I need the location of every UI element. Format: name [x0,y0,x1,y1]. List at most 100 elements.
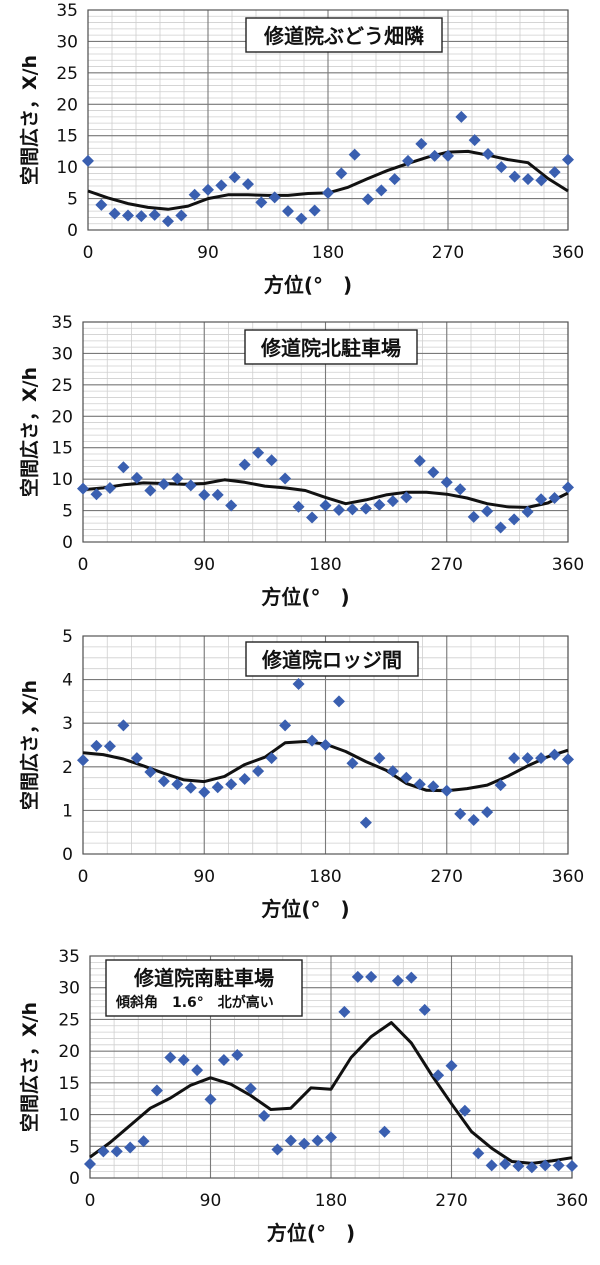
data-point [405,971,418,984]
data-point [386,765,399,778]
data-point [467,510,480,523]
data-point [400,771,413,784]
data-point [468,134,481,147]
title-box [245,641,419,677]
data-point [97,1145,110,1158]
data-point [184,781,197,794]
chart-svg: 0 5 10 15 20 25 30 35 0 90 180 270 360 方位(° ) 空間広さ，X/h… [18,313,584,609]
data-point [548,492,561,504]
data-point [373,498,386,511]
data-point [454,807,467,820]
y-tick-label: 30 [51,344,73,364]
data-point [481,505,494,518]
plot-frame [89,955,573,1179]
data-point [552,1159,565,1172]
data-point [244,1082,257,1095]
y-axis-label: 空間広さ，X/h [18,680,41,810]
data-point [535,493,548,506]
data-point [548,748,561,761]
data-point [279,719,292,732]
data-point [325,1131,337,1144]
data-point [413,454,426,467]
title-box [244,329,418,365]
y-tick-label: 15 [56,127,78,147]
y-tick-label: 5 [67,190,78,210]
data-point [271,1143,284,1156]
data-point [454,483,467,496]
data-point [499,1158,512,1171]
chart-subtitle: 傾斜角 1.6° 北が高い [115,994,274,1011]
data-point [144,484,157,497]
data-point [481,806,494,819]
data-point [282,205,294,218]
data-point [90,488,103,501]
x-tick-label: 270 [431,555,463,575]
x-axis-label: 方位(° ) [261,897,349,921]
data-point [351,970,364,983]
data-point [415,137,428,150]
x-tick-label: 180 [309,867,341,887]
data-point [319,739,332,751]
y-tick-label: 5 [62,502,73,522]
data-point [252,446,265,459]
data-point [177,1054,190,1067]
data-point [311,1134,324,1147]
data-point [225,499,238,512]
data-point [90,739,103,752]
data-point [346,757,359,770]
data-point [428,149,441,162]
chart-title: 修道院ロッジ間 [261,648,402,672]
y-tick-label: 10 [58,1106,80,1126]
data-point [103,740,116,753]
data-point [521,505,534,518]
x-tick-label: 270 [431,867,463,887]
data-point [335,167,348,180]
y-tick-label: 35 [51,313,73,333]
data-point [108,207,121,220]
y-tick-label: 5 [62,627,73,647]
chart-panel-south-parking: 0 5 10 15 20 25 30 35 0 90 180 270 360 方位(° ) 空間広さ，X/h… [0,942,600,1261]
data-points [84,970,578,1174]
data-point [427,466,440,479]
plot-frame [82,321,569,543]
y-tick-label: 35 [58,947,80,967]
title-box [245,17,443,53]
data-point [306,511,319,524]
data-point [162,215,174,228]
data-point [148,208,161,221]
data-point [535,752,548,765]
y-tick-label: 25 [56,64,78,84]
y-tick-label: 20 [51,407,73,427]
data-point [391,974,404,987]
x-tick-label: 360 [552,555,584,575]
data-point [279,472,292,485]
data-point [292,500,305,513]
y-tick-label: 5 [69,1137,80,1157]
data-point [188,188,201,201]
data-point [521,752,534,765]
chart-title: 修道院ぶどう畑隣 [263,24,424,48]
data-point [135,210,148,223]
y-tick-label: 0 [62,845,73,865]
data-point [386,495,399,508]
data-point [508,170,521,183]
data-point [522,173,534,186]
data-point [400,491,413,504]
title-box [105,959,303,1017]
data-point [215,179,228,192]
data-point [508,513,521,526]
y-axis-label: 空間広さ，X/h [18,367,41,497]
data-point [137,1135,150,1148]
data-point [482,147,494,160]
chart-title: 修道院南駐車場 [133,966,274,990]
y-tick-label: 15 [58,1074,80,1094]
data-point [472,1147,485,1160]
x-tick-label: 270 [435,1191,467,1211]
data-point [255,196,268,209]
y-tick-label: 30 [58,979,80,999]
data-point [375,184,388,197]
data-point [508,752,521,765]
data-point [84,1158,96,1171]
x-tick-label: 180 [312,243,344,263]
data-point [265,454,278,467]
